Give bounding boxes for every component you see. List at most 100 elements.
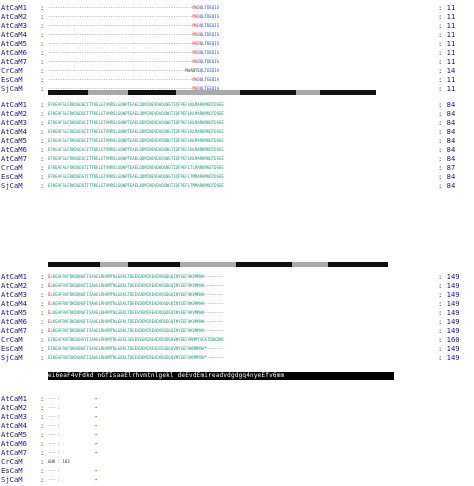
residue-segment: -------- [204,283,224,288]
loop-bar [292,262,328,267]
residue-segment: MAANTE [185,68,200,73]
sequence-name: EsCaM [1,172,23,181]
alignment-row: AtCaM6: ELKEAFRVFDKDQNGFISAAELRHVMTNLGEKL… [0,317,474,326]
residue-count: : 149 [438,344,460,353]
name-separator: : [40,421,45,430]
residue-segment: QDMINEVDADGNGTIDFPEFLTLMARKMKETDSEE [139,165,224,170]
sequence-name: AtCaM4 [1,127,27,136]
residue-segment: --- : [48,432,61,437]
alignment-row: SjCaM: EIKEAFRVFDKDGNGFISAAELRHVMTNLGEKLT… [0,353,474,362]
alignment-row: AtCaM7: ELKEAFRVFDKDQNGFISAAELRHVMTNLGEKL… [0,326,474,335]
alignment-row: AtCaM6: ---------------------------------… [0,48,474,57]
sequence-residues: ----------------------------------------… [48,21,440,30]
sequence-residues: ELKEAFRVFDKDQNGFISAAELRHVMTNLGEKLTDEEVDE… [48,281,440,290]
sequence-name: AtCaM2 [1,403,27,412]
sequence-name: AtCaM5 [1,136,27,145]
loop-bar [88,90,128,95]
sequence-name: EsCaM [1,75,23,84]
alignment-row: EsCaM: EIKEAFRVFDKDGNGFISAAELRHVMTNLGEKLT… [0,344,474,353]
residue-count: : 149 [438,353,460,362]
residue-segment: --- : [48,441,61,446]
sequence-residues: EFKEAFSLFDKDGDGCITTKELGTVMRSLGQNPTEAELQD… [48,100,440,109]
residue-count: - [94,475,99,484]
residue-segment: -------- [204,274,224,279]
sequence-name: CrCaM [1,66,23,75]
residue-count: - [94,421,99,430]
sequence-name: SjCaM [1,181,23,190]
name-separator: : [40,281,45,290]
sequence-name: AtCaM2 [1,281,27,290]
sequence-residues: EFKEAFSLFDKDGDGCITTKELGTVMRSLGQNPTEAELQD… [48,136,440,145]
alignment-block-4: AtCaM1: --- : - AtCaM2: --- : - AtCaM3: --- :-A… [0,394,474,486]
name-separator: : [40,75,45,84]
residue-count: - [94,439,99,448]
residue-segment: QLTDEQIS [199,50,219,55]
sequence-residues: EFKEAFSLFDKDGDGTITTKELGTVMRSLGQNPTEAELQD… [48,172,440,181]
alignment-row: AtCaM3: EFKEAFSLFDKDGDGCITTKELGTVMRSLGQNP… [0,118,474,127]
residue-count: : 160 [438,335,460,344]
residue-count: - [94,394,99,403]
alignment-row: SjCaM: EFKEAFSLFDKDGDGTITTKELGTVMRSLGQNPT… [0,181,474,190]
residue-segment: QDMINEVDADGNGTIDFPEFLNLMARKMKDTDSEE [139,102,224,107]
residue-segment: MAD [192,14,200,19]
name-separator: : [40,172,45,181]
name-separator: : [40,66,45,75]
name-separator: : [40,109,45,118]
helix-bar [328,262,388,267]
alignment-row: AtCaM3: ---------------------------------… [0,21,474,30]
alignment-row: AtCaM2: ---------------------------------… [0,12,474,21]
residue-segment: MAD [192,5,200,10]
name-separator: : [40,308,45,317]
alignment-row: AtCaM1: ---------------------------------… [0,3,474,12]
residue-segment: ----------------------------------------… [48,32,193,37]
helix-bar [320,90,376,95]
residue-count: : 11 [438,39,456,48]
alignment-row: EsCaM: EFKEAFSLFDKDGDGTITTKELGTVMRSLGQNPT… [0,172,474,181]
residue-count: : 84 [438,181,456,190]
alignment-row: AtCaM4: --- : - [0,421,474,430]
residue-segment: QDMINEVDADGNGTIDFPEFLTMMARKMKDTDSEE [139,174,224,179]
alignment-row: AtCaM4: ---------------------------------… [0,30,474,39]
alignment-row: AtCaM7: ---------------------------------… [0,57,474,66]
residue-segment: -------- [204,328,224,333]
sequence-residues: EFKEAFSLFDKDGDGCITTKELGTVMRSLGQNPTEAELQD… [48,145,440,154]
sequence-name: AtCaM7 [1,57,27,66]
residue-segment: E [48,310,51,315]
helix-bar [48,90,88,95]
name-separator: : [40,181,45,190]
alignment-row: AtCaM7: EFKEAFSLFDKDGDGCITTKELGTVMRSLGQNP… [0,154,474,163]
sequence-residues: --- : [48,430,440,439]
alignment-row: AtCaM5: ---------------------------------… [0,39,474,48]
sequence-residues: ----------------------------------------… [48,66,440,75]
sequence-name: AtCaM5 [1,308,27,317]
residue-segment: E [48,283,51,288]
alignment-row: AtCaM3: ELKEAFRVFDKDQNGFISAAELRHVMTNLGEKL… [0,290,474,299]
alignment-block-1: AtCaM1: ---------------------------------… [0,3,474,95]
name-separator: : [40,335,45,344]
name-separator: : [40,466,45,475]
residue-segment: EFKEAFSLFDKDGDGCITTKELGTVMRSLGQNPTEAEL [48,102,140,107]
residue-segment: QLTDEQIS [199,41,219,46]
sequence-residues: EFKEAFSLFDKDGDGTITTKELGTVMRSLGQNPTEAELAD… [48,181,440,190]
residue-segment: -------- [204,310,224,315]
alignment-row: AtCaM3: --- : - [0,412,474,421]
name-separator: : [40,154,45,163]
residue-segment: LKEAFRVFDKDQNGFISAAELRHVMTNLGEKLTDEEVDEM… [50,328,205,333]
loop-bar [176,90,240,95]
residue-segment: LKEAFRVFDKDQNGFISAAELRHVMTNLGEKLTDEEVDEM… [50,274,205,279]
residue-segment: EIKEAFKVFDKDGNGYISAAELRHVMTNLGEKLSEEEVEE… [48,337,224,342]
residue-segment: QLTEEQIA [199,77,219,82]
loop-bar [180,262,236,267]
residue-count: : 11 [438,75,456,84]
sequence-name: AtCaM6 [1,145,27,154]
sequence-name: CrCaM [1,335,23,344]
residue-count: : 84 [438,136,456,145]
alignment-row: AtCaM5: ELKEAFRVFDKDQNGFISAAELRHVMTNLGEKL… [0,308,474,317]
residue-segment: EFKEAFSLFDKDGDGCITTKELGTVMRSLGQNPTEAEL [48,111,140,116]
residue-count: : 11 [438,21,456,30]
sequence-alignment-figure: AtCaM1: ---------------------------------… [0,3,474,484]
name-separator: : [40,475,45,484]
residue-segment: --- : [48,450,61,455]
alignment-row: AtCaM1: --- : - [0,394,474,403]
residue-segment: ADMINEVDADGNGTIDFPEFLTMMARKMKDTDSEE [139,183,224,188]
